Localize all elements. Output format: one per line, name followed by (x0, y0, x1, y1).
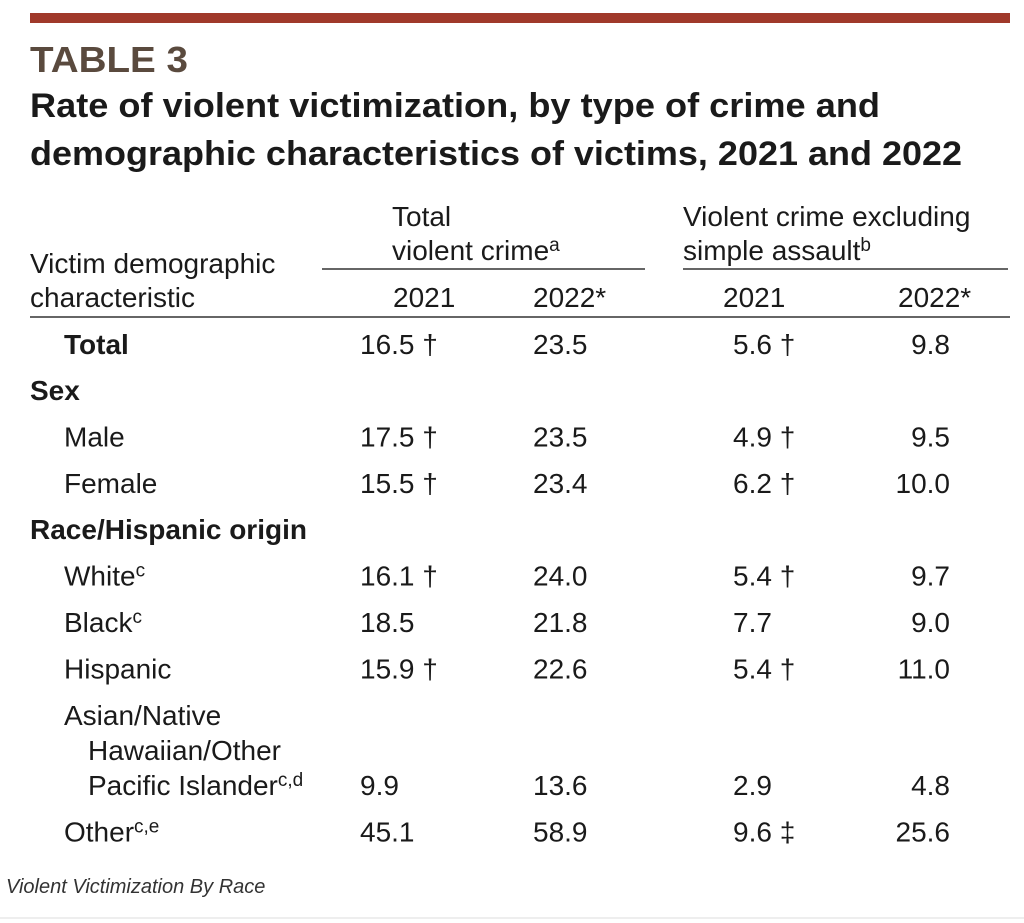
cell: 10.0 (896, 468, 951, 499)
cell: 4.9 † (733, 422, 795, 453)
cell: 58.9 (533, 817, 588, 848)
cell: 13.6 (533, 770, 588, 801)
cell: 16.1 † (360, 561, 438, 592)
stub-head: characteristic (30, 282, 195, 313)
note: c,d (278, 770, 303, 791)
cell: 5.4 † (733, 654, 795, 685)
cell-text: Otherc,e (64, 817, 159, 848)
cell: 25.6 (896, 817, 951, 848)
group-title: Total (392, 201, 451, 232)
cell: 9.0 (911, 607, 950, 638)
cell: 16.5 † (360, 329, 438, 360)
cell: 17.5 † (360, 422, 438, 453)
cell-text: simple assaultb (683, 235, 871, 266)
text: Male (64, 422, 125, 453)
cell-text: Blackc (64, 607, 142, 638)
group-label: Race/Hispanic origin (30, 514, 307, 545)
cell: 9.8 (911, 329, 950, 360)
cell-text: violent crimea (392, 235, 560, 266)
year-header: 2022* (898, 282, 971, 313)
cell: 4.8 (911, 770, 950, 801)
group-label: Sex (30, 375, 80, 406)
cell: 5.4 † (733, 561, 795, 592)
cell-text: Female (64, 468, 157, 499)
stub-head: Victim demographic (30, 248, 275, 279)
text: Black (64, 607, 133, 638)
title-line: demographic characteristics of victims, … (30, 135, 962, 173)
cell-text: Pacific Islanderc,d (88, 770, 303, 801)
top-rule (30, 13, 1010, 23)
cell-text: Whitec (64, 561, 145, 592)
note: c,e (134, 817, 159, 838)
table-label: TABLE 3 (30, 39, 188, 80)
group-title: Violent crime excluding (683, 201, 970, 232)
note: a (549, 235, 560, 256)
cell: 9.6 ‡ (733, 817, 795, 848)
cell: 18.5 (360, 607, 415, 638)
text: Hispanic (64, 654, 171, 685)
cell: 9.5 (911, 422, 950, 453)
row-label: Hawaiian/Other (88, 735, 281, 766)
cell: 11.0 (898, 654, 950, 685)
cell: 9.7 (911, 561, 950, 592)
cell: 7.7 (733, 607, 772, 638)
cell: 2.9 (733, 770, 772, 801)
cell: 23.5 (533, 329, 588, 360)
cell: 23.5 (533, 422, 588, 453)
cell: 23.4 (533, 468, 588, 499)
cell: 9.9 (360, 770, 399, 801)
note: c (132, 607, 142, 628)
note: c (136, 561, 146, 582)
year-header: 2021 (393, 282, 455, 313)
title-line: Rate of violent victimization, by type o… (30, 87, 880, 125)
cell: 15.5 † (360, 468, 438, 499)
row-label: Asian/Native (64, 700, 221, 731)
year-header: 2022* (533, 282, 606, 313)
text: White (64, 561, 136, 592)
cell-text: Hispanic (64, 654, 171, 685)
cell: 6.2 † (733, 468, 795, 499)
text: violent crime (392, 235, 549, 266)
cell: 24.0 (533, 561, 588, 592)
text: Female (64, 468, 157, 499)
text: simple assault (683, 235, 861, 266)
cell: 22.6 (533, 654, 588, 685)
text: Pacific Islander (88, 770, 278, 801)
caption: Violent Victimization By Race (6, 876, 265, 898)
note: b (860, 235, 871, 256)
cell: 21.8 (533, 607, 588, 638)
row-label: Total (64, 329, 129, 360)
cell-text: Male (64, 422, 125, 453)
text: Other (64, 817, 134, 848)
year-header: 2021 (723, 282, 785, 313)
cell: 15.9 † (360, 654, 438, 685)
cell: 5.6 † (733, 329, 795, 360)
cell: 45.1 (360, 817, 415, 848)
